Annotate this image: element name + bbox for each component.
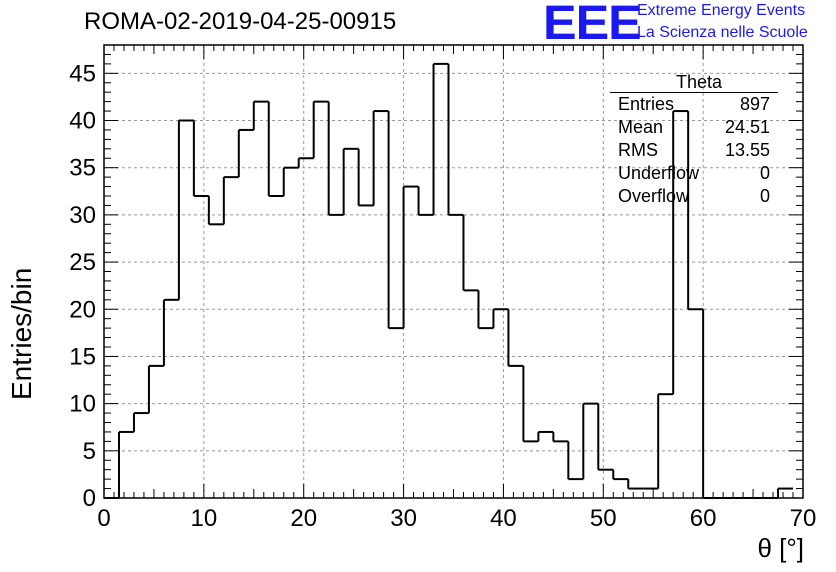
- histogram-bin: [627, 479, 644, 490]
- histogram-bin: [537, 430, 554, 442]
- stats-value: 24.51: [724, 117, 770, 137]
- histogram-bin: [567, 441, 584, 481]
- y-tick-label: 0: [83, 485, 96, 512]
- histogram-bin: [417, 186, 434, 216]
- stats-value: 897: [739, 94, 770, 114]
- histogram-bin: [462, 214, 479, 292]
- histogram-bin: [777, 487, 794, 498]
- stats-row: Entries 897: [610, 93, 778, 116]
- stats-value: 13.55: [724, 140, 770, 160]
- histogram-bin: [432, 62, 449, 215]
- x-tick-label: 10: [191, 505, 218, 532]
- y-tick-label: 40: [69, 108, 96, 135]
- histogram-bin: [402, 185, 419, 329]
- y-axis-label: Entries/bin: [6, 267, 37, 400]
- stats-label: Entries: [618, 94, 675, 114]
- y-tick-label: 35: [69, 155, 96, 182]
- run-title: ROMA-02-2019-04-25-00915: [84, 8, 397, 35]
- histogram-bin: [327, 101, 344, 216]
- x-axis-label: θ [°]: [757, 533, 804, 563]
- logo-subtitle-2: La Scienza nelle Scuole: [637, 24, 808, 41]
- histogram-bin: [237, 128, 254, 178]
- histogram-bin: [477, 290, 494, 330]
- histogram-bin: [192, 120, 209, 197]
- histogram-bin: [117, 430, 134, 498]
- histogram-bin: [492, 308, 509, 329]
- y-tick-label: 25: [69, 249, 96, 276]
- histogram-bin: [507, 309, 524, 367]
- histogram-bin: [207, 196, 224, 226]
- histogram-bin: [387, 111, 404, 330]
- histogram-bin: [267, 101, 284, 197]
- histogram-bin: [357, 148, 374, 207]
- histogram-bin: [342, 147, 359, 215]
- logo-subtitle-1: Extreme Energy Events: [637, 2, 806, 19]
- histogram-bin: [147, 364, 164, 414]
- stats-label: Underflow: [618, 163, 700, 183]
- stats-label: Mean: [618, 117, 664, 137]
- x-tick-label: 50: [590, 505, 617, 532]
- axis-ticks: [103, 44, 804, 499]
- histogram-bin: [657, 393, 674, 489]
- histogram-bin: [177, 119, 194, 300]
- y-tick-label: 15: [69, 343, 96, 370]
- stats-row: Overflow 0: [610, 185, 778, 208]
- histogram-bin: [282, 166, 299, 196]
- x-tick-label: 60: [690, 505, 717, 532]
- stats-value: 0: [759, 163, 770, 183]
- stats-label: RMS: [618, 140, 658, 160]
- histogram-bin: [222, 176, 239, 225]
- histogram-bin: [297, 157, 314, 168]
- x-tick-label: 70: [790, 505, 817, 532]
- histogram-bin: [162, 298, 179, 366]
- stats-box: Theta Entries 897 Mean 24.51 RMS 13.55 Underfl…: [610, 72, 778, 208]
- tick-labels: 0 10 20 30 40 50 60 70 0 5 10 15 20 25 30 35 40 45: [69, 60, 816, 532]
- eee-logo: EEE: [543, 0, 642, 50]
- y-tick-label: 10: [69, 391, 96, 418]
- histogram-bins: [104, 62, 794, 499]
- x-tick-label: 0: [97, 505, 110, 532]
- y-tick-label: 30: [69, 202, 96, 229]
- stats-label: Overflow: [618, 186, 690, 206]
- histogram-bin: [672, 110, 689, 395]
- histogram-bin: [312, 100, 329, 159]
- histogram-bin: [522, 365, 539, 443]
- x-tick-label: 30: [390, 505, 417, 532]
- stats-title: Theta: [610, 72, 778, 93]
- y-tick-label: 45: [69, 60, 96, 87]
- histogram-bin: [552, 431, 569, 443]
- stats-row: Mean 24.51: [610, 116, 778, 139]
- stats-row: Underflow 0: [610, 162, 778, 185]
- y-tick-label: 5: [83, 438, 96, 465]
- histogram-bin: [582, 402, 599, 480]
- y-tick-label: 20: [69, 296, 96, 323]
- stats-value: 0: [759, 186, 770, 206]
- x-tick-label: 40: [490, 505, 517, 532]
- histogram-bin: [132, 412, 149, 432]
- histogram-bin: [597, 403, 614, 471]
- histogram-bin: [612, 469, 629, 481]
- histogram-bin: [372, 110, 389, 206]
- histogram-bin: [687, 111, 704, 311]
- histogram-bin: [447, 63, 464, 216]
- x-tick-label: 20: [290, 505, 317, 532]
- histogram-bin: [252, 100, 269, 130]
- stats-row: RMS 13.55: [610, 139, 778, 162]
